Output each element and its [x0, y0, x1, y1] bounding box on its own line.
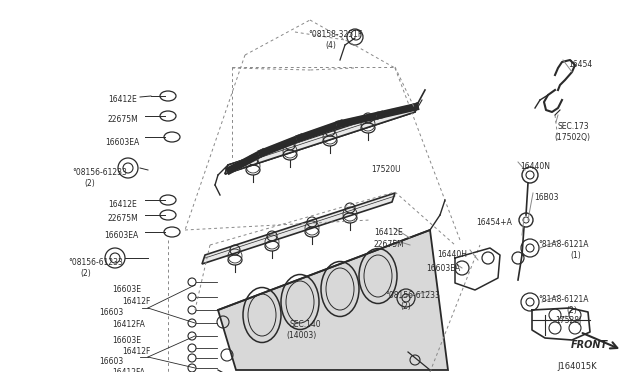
Text: 16412E: 16412E: [108, 200, 137, 209]
Polygon shape: [225, 103, 418, 174]
Text: 16454: 16454: [568, 60, 592, 69]
Polygon shape: [218, 230, 448, 370]
Text: 16412E: 16412E: [374, 228, 403, 237]
Text: 16603E: 16603E: [112, 285, 141, 294]
Text: 16B03: 16B03: [534, 193, 559, 202]
Text: 16412F: 16412F: [122, 297, 150, 306]
Text: °08156-61233: °08156-61233: [72, 168, 127, 177]
Text: (17502Q): (17502Q): [554, 133, 590, 142]
Text: (1): (1): [570, 251, 580, 260]
Text: 22675M: 22675M: [108, 214, 139, 223]
Text: 16603: 16603: [99, 357, 124, 366]
Text: (2): (2): [80, 269, 91, 278]
Text: (2): (2): [84, 179, 95, 188]
Text: 16412F: 16412F: [122, 347, 150, 356]
Text: °08158-3251F: °08158-3251F: [308, 30, 362, 39]
Text: (2): (2): [566, 306, 577, 315]
Text: 16412E: 16412E: [108, 95, 137, 104]
Text: (14003): (14003): [286, 331, 316, 340]
Text: 17528J: 17528J: [555, 316, 581, 325]
Text: J164015K: J164015K: [557, 362, 596, 371]
Polygon shape: [202, 193, 395, 264]
Text: (4): (4): [325, 41, 336, 50]
Text: 16440H: 16440H: [437, 250, 467, 259]
Text: 16440N: 16440N: [520, 162, 550, 171]
Text: 22675M: 22675M: [108, 115, 139, 124]
Text: 16603E: 16603E: [112, 336, 141, 345]
Text: °81A8-6121A: °81A8-6121A: [538, 240, 589, 249]
Text: SEC.173: SEC.173: [558, 122, 589, 131]
Text: 16454+A: 16454+A: [476, 218, 512, 227]
Text: 16603EA: 16603EA: [426, 264, 460, 273]
Text: 16603EA: 16603EA: [105, 138, 140, 147]
Text: FRONT: FRONT: [571, 340, 608, 350]
Text: 17520U: 17520U: [371, 165, 401, 174]
Text: °08156-61233: °08156-61233: [68, 258, 123, 267]
Text: 22675M: 22675M: [374, 240, 404, 249]
Text: (2): (2): [400, 302, 411, 311]
Text: °08156-61233: °08156-61233: [385, 291, 440, 300]
Text: 16603: 16603: [99, 308, 124, 317]
Text: 16412FA: 16412FA: [112, 320, 145, 329]
Text: 16603EA: 16603EA: [104, 231, 138, 240]
Text: °81A8-6121A: °81A8-6121A: [538, 295, 589, 304]
Text: SEC.140: SEC.140: [290, 320, 322, 329]
Text: 16412FA: 16412FA: [112, 368, 145, 372]
